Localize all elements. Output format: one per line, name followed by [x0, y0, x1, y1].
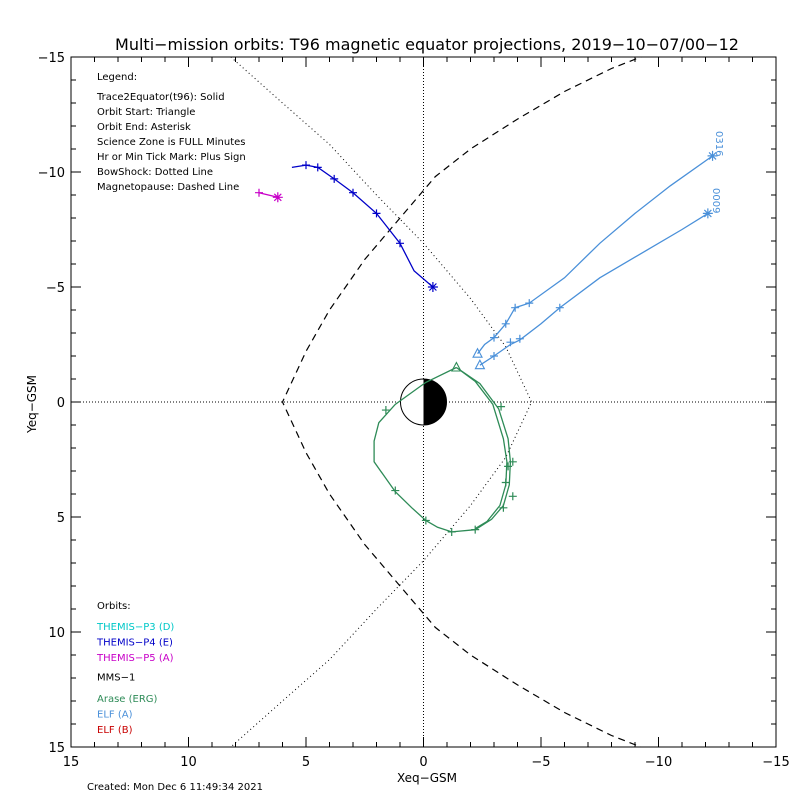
- created-timestamp: Created: Mon Dec 6 11:49:34 2021: [87, 782, 263, 793]
- legend-lines: Trace2Equator(t96): Solid Orbit Start: Tr…: [96, 92, 246, 193]
- chart-title: Multi−mission orbits: T96 magnetic equat…: [115, 35, 739, 54]
- tick-mark-4-0: [490, 352, 498, 360]
- tick-mark-0-3: [349, 188, 357, 197]
- series-line-4: [479, 212, 709, 366]
- orbit-entry-6: ELF (B): [97, 725, 133, 736]
- tick-mark-0-1: [313, 163, 322, 172]
- series-line-1: [258, 192, 278, 198]
- orbit-entry-0: THEMIS−P3 (D): [96, 622, 174, 633]
- x-tick-label-6: −15: [762, 755, 789, 770]
- y-tick-label-1: −10: [38, 166, 65, 181]
- orbit-end-marker-3: [707, 150, 718, 161]
- x-tick-label-4: −5: [531, 755, 550, 770]
- legend-line-5: BowShock: Dotted Line: [97, 167, 213, 178]
- tick-mark-2-8: [504, 462, 513, 471]
- tick-mark-2-5: [499, 503, 508, 512]
- y-tick-label-4: 5: [57, 511, 65, 526]
- orbits-header: Orbits:: [97, 601, 131, 612]
- x-tick-label-3: 0: [419, 755, 427, 770]
- boundaries-layer: [230, 57, 643, 747]
- orbit-start-marker-2: [450, 361, 462, 372]
- bowshock-line: [230, 57, 533, 747]
- orbit-end-marker-4: [702, 208, 713, 219]
- series-3: [472, 150, 718, 358]
- orbit-entry-2: THEMIS−P5 (A): [96, 653, 174, 664]
- tick-mark-2-1: [391, 486, 400, 495]
- series-line-3: [477, 155, 713, 355]
- orbit-entry-3: MMS−1: [97, 673, 135, 684]
- tick-mark-2-2: [421, 516, 430, 525]
- tick-mark-0-2: [330, 174, 339, 183]
- tick-mark-2-6: [508, 492, 517, 501]
- annotation-0009: 0009: [710, 188, 721, 213]
- tick-mark-0-5: [396, 239, 404, 248]
- y-tick-label-6: 15: [48, 741, 65, 756]
- orbit-entry-5: ELF (A): [97, 710, 133, 721]
- tick-mark-2-3: [447, 527, 456, 536]
- x-tick-label-5: −10: [645, 755, 672, 770]
- legend-line-4: Hr or Min Tick Mark: Plus Sign: [97, 152, 246, 163]
- earth-night-side: [423, 379, 447, 425]
- tick-mark-2-10: [508, 457, 517, 466]
- legend-header: Legend:: [97, 72, 137, 83]
- legend-line-6: Magnetopause: Dashed Line: [97, 182, 239, 193]
- series-line-0: [291, 164, 434, 288]
- tick-mark-4-1: [506, 338, 515, 347]
- tick-mark-3-2: [511, 303, 520, 312]
- x-tick-label-1: 10: [180, 755, 197, 770]
- tick-mark-2-9: [497, 402, 506, 411]
- tick-mark-0-0: [302, 161, 310, 170]
- orbit-entries: THEMIS−P3 (D) THEMIS−P4 (E) THEMIS−P5 (A) M…: [96, 622, 174, 736]
- tick-mark-2-4: [471, 525, 480, 534]
- x-axis-label: Xeq−GSM: [397, 771, 457, 785]
- tick-mark-4-2: [515, 334, 524, 343]
- x-tick-label-0: 15: [63, 755, 80, 770]
- tick-mark-2-0: [381, 406, 390, 415]
- magnetopause-line: [281, 57, 643, 747]
- tick-mark-3-3: [525, 299, 534, 308]
- y-tick-label-0: −15: [38, 51, 65, 66]
- ticks-layer: 15 10 5 0 −5 −10 −15 −15 −10 −5 0 5 10 15: [38, 51, 790, 770]
- series-1: [255, 188, 283, 203]
- orbit-end-marker-1: [272, 192, 283, 203]
- orbit-end-marker-0: [427, 282, 438, 292]
- y-tick-label-5: 10: [48, 626, 65, 641]
- earth-icon: [400, 378, 447, 426]
- tick-mark-3-0: [490, 333, 498, 342]
- orbit-entry-4: Arase (ERG): [97, 694, 158, 705]
- series-layer: [255, 150, 718, 536]
- legend-line-1: Orbit Start: Triangle: [97, 107, 195, 118]
- y-tick-label-3: 0: [57, 396, 65, 411]
- legend-line-2: Orbit End: Asterisk: [97, 122, 191, 133]
- tick-mark-0-4: [372, 209, 381, 218]
- tick-mark-2-7: [501, 478, 510, 487]
- series-4: [474, 208, 713, 370]
- legend-line-0: Trace2Equator(t96): Solid: [96, 92, 225, 103]
- legend-line-3: Science Zone is FULL Minutes: [97, 137, 246, 148]
- tick-mark-3-1: [501, 319, 510, 328]
- y-tick-label-2: −5: [46, 281, 65, 296]
- orbit-entry-1: THEMIS−P4 (E): [96, 638, 173, 649]
- series-2: [373, 361, 517, 536]
- orbit-start-marker-3: [472, 347, 483, 358]
- tick-mark-1-0: [255, 188, 263, 197]
- orbit-start-marker-4: [474, 359, 486, 370]
- series-line-2: [373, 366, 512, 533]
- annotation-0316: 0316: [713, 131, 724, 156]
- x-tick-label-2: 5: [302, 755, 310, 770]
- y-axis-label: Yeq−GSM: [25, 375, 39, 434]
- tick-mark-4-3: [555, 303, 564, 312]
- series-0: [291, 161, 438, 292]
